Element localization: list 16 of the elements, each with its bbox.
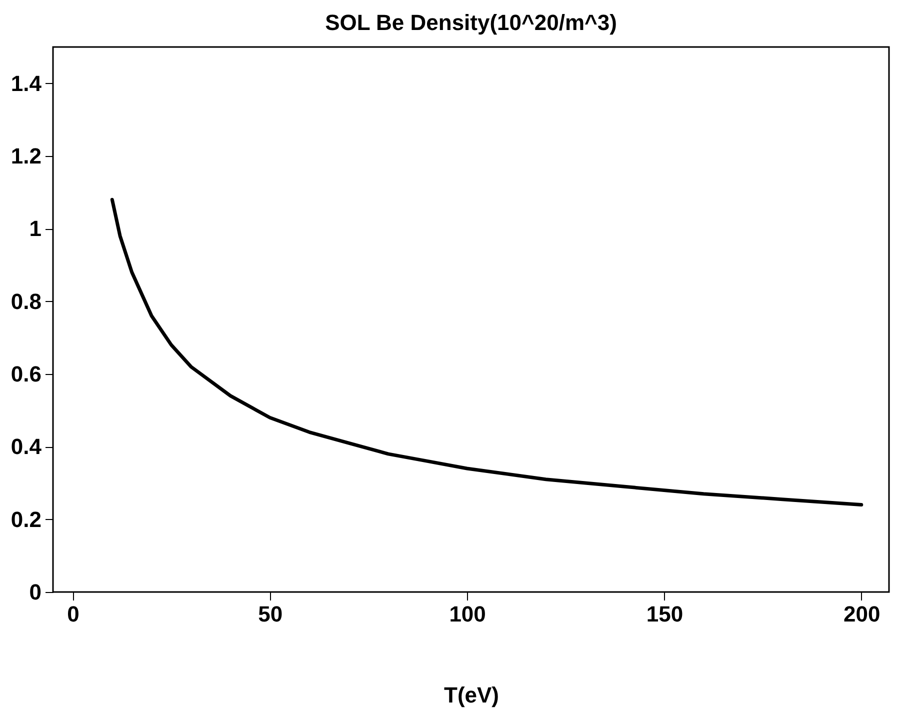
line-series bbox=[110, 198, 864, 507]
y-tick-label: 1 bbox=[29, 216, 42, 242]
y-tick-label: 0.4 bbox=[10, 434, 42, 460]
x-tick-label: 200 bbox=[844, 602, 880, 626]
y-tick-label: 1.2 bbox=[10, 144, 42, 168]
y-tick-label: 0.2 bbox=[10, 506, 42, 532]
y-tick-label: 1.4 bbox=[10, 70, 42, 96]
x-axis-title: T(eV) bbox=[444, 682, 499, 708]
y-tick-label: 0.6 bbox=[10, 362, 42, 386]
x-tick-label: 50 bbox=[258, 602, 283, 626]
x-tick-label: 0 bbox=[67, 602, 80, 626]
y-tick-label: 0 bbox=[29, 580, 42, 604]
chart-title: SOL Be Density(10^20/m^3) bbox=[325, 10, 617, 35]
x-tick-label: 100 bbox=[449, 602, 486, 626]
y-tick-label: 0.8 bbox=[10, 288, 42, 314]
x-tick-label: 150 bbox=[646, 602, 684, 626]
